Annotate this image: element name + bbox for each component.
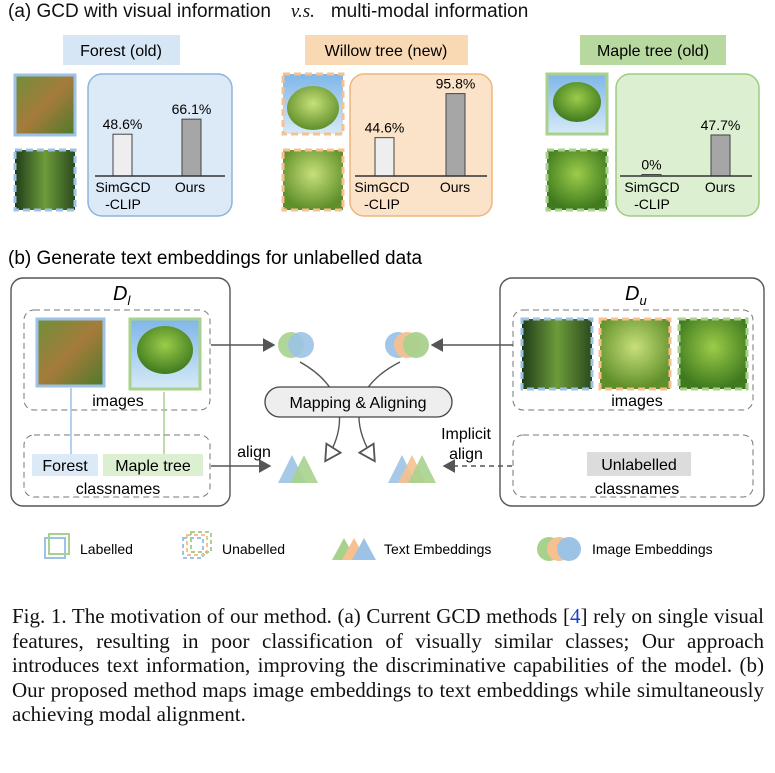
forest-tag-bg	[32, 454, 98, 476]
u-willow-thumb	[598, 317, 672, 391]
image-embedding-blue	[288, 332, 314, 358]
u-text-embedding-green	[408, 455, 436, 483]
bar-simgcd	[112, 133, 133, 177]
bar-chart-box	[87, 73, 233, 217]
legend-text-emb-blue	[352, 538, 376, 560]
maple-thumb-tree	[137, 326, 193, 374]
u-forest-thumb	[520, 317, 594, 391]
panel-a-title: (a) GCD with visual information v.s. multi…	[8, 1, 528, 22]
legend-unlabelled-icon-a	[182, 537, 204, 559]
bar-ours	[445, 93, 466, 177]
unlabelled-tag: Unlabelled	[601, 457, 677, 474]
figure-canvas: (a) GCD with visual information v.s. multi…	[8, 1, 765, 561]
group-willow: Willow tree (new) 44.6% 95.8% SimGCD -CLI…	[281, 35, 493, 217]
mapping-aligning-label: Mapping & Aligning	[290, 395, 427, 412]
implicit-label-2: align	[449, 446, 483, 463]
bar-label-simgcd: 48.6%	[103, 116, 143, 132]
x-label-simgcd: SimGCD	[95, 179, 150, 195]
x-label-ours: Ours	[440, 179, 470, 195]
u-embedding-green	[403, 332, 429, 358]
legend: Labelled Unabelled Text Embeddings Image…	[44, 531, 713, 561]
images-label-u: images	[611, 393, 663, 410]
align-label: align	[237, 444, 271, 461]
legend-labelled-icon-a	[44, 537, 66, 559]
figure-caption: Fig. 1. The motivation of our method. (a…	[12, 604, 764, 727]
willow-tree-shape	[287, 86, 339, 130]
bar-ours	[710, 134, 731, 177]
bar-ours	[181, 118, 202, 177]
group-label-bg	[305, 35, 468, 65]
bar-label-simgcd: 0%	[641, 157, 661, 173]
caption-text-2: ] rely on single visual features, result…	[12, 604, 765, 726]
bar-chart-box	[615, 73, 760, 217]
forest-tag: Forest	[42, 458, 88, 475]
images-label: images	[92, 393, 144, 410]
text-embedding-green	[290, 455, 318, 483]
legend-img-emb-blue	[557, 537, 581, 561]
group-label-bg	[580, 35, 726, 65]
x-label-simgcd-2: -CLIP	[634, 196, 670, 212]
legend-unlabelled-icon-b	[186, 534, 208, 556]
legend-unlabelled-icon-c	[190, 531, 212, 553]
willow-image-2	[281, 148, 345, 212]
group-forest: Forest (old) 48.6% 66.1% SimGCD Ours	[13, 35, 233, 217]
classnames-label-u: classnames	[595, 481, 679, 498]
legend-labelled-icon-b	[48, 533, 70, 555]
mapping-aligning-pill	[264, 386, 453, 418]
classnames-label: classnames	[76, 481, 160, 498]
labelled-images-box	[23, 309, 211, 411]
maple-tag-bg	[103, 454, 203, 476]
x-label-ours: Ours	[705, 179, 735, 195]
x-label-ours: Ours	[175, 179, 205, 195]
forest-thumb	[35, 317, 106, 388]
bar-simgcd	[374, 137, 395, 177]
labelled-classnames-box	[23, 434, 211, 498]
implicit-label-1: Implicit	[441, 426, 491, 443]
unlabelled-images-box	[512, 309, 754, 411]
du-symbol: Du	[625, 283, 647, 308]
x-label-simgcd-2: -CLIP	[105, 196, 141, 212]
caption-ref[interactable]: 4	[569, 604, 581, 628]
group-label-bg	[63, 35, 180, 65]
unlabelled-tag-bg	[587, 452, 691, 476]
bar-label-ours: 95.8%	[436, 76, 476, 92]
group-label: Forest (old)	[80, 43, 162, 60]
legend-unlabelled: Unabelled	[222, 541, 285, 557]
group-label: Maple tree (old)	[597, 43, 709, 60]
legend-image-embeddings: Image Embeddings	[592, 541, 713, 557]
group-maple: Maple tree (old) 0% 47.7% SimGCD -CLIP Ou…	[545, 35, 760, 217]
legend-text-embeddings: Text Embeddings	[384, 541, 491, 557]
maple-tree-shape	[553, 82, 601, 122]
unlabelled-classnames-box	[512, 434, 754, 498]
panel-b-title: (b) Generate text embeddings for unlabel…	[8, 248, 422, 269]
x-label-simgcd-2: -CLIP	[364, 196, 400, 212]
x-label-simgcd: SimGCD	[354, 179, 409, 195]
x-label-simgcd: SimGCD	[624, 179, 679, 195]
legend-labelled: Labelled	[80, 541, 133, 557]
maple-image-unlabelled	[545, 148, 609, 212]
maple-tag: Maple tree	[115, 458, 191, 475]
forest-image-unlabelled	[13, 148, 77, 212]
forest-image-labelled	[13, 73, 77, 137]
u-maple-thumb	[677, 317, 749, 391]
caption-text-1: Fig. 1. The motivation of our method. (a…	[12, 604, 570, 628]
bar-label-ours: 47.7%	[701, 117, 741, 133]
dl-symbol: Dl	[113, 283, 131, 308]
bar-label-simgcd: 44.6%	[365, 120, 405, 136]
bar-label-ours: 66.1%	[172, 101, 212, 117]
group-label: Willow tree (new)	[325, 43, 448, 60]
